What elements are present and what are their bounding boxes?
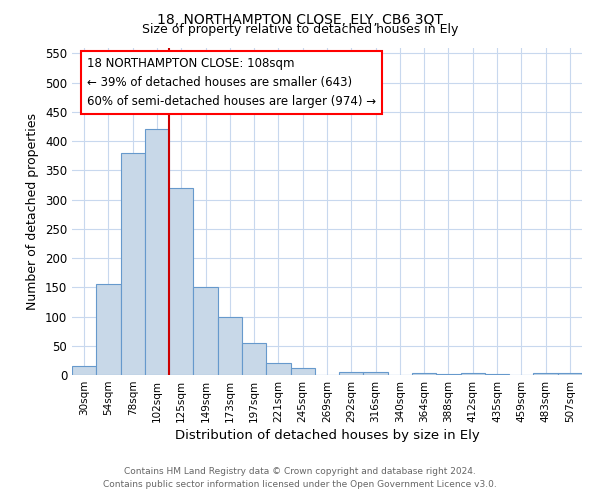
Bar (218, 316, 242, 375)
Bar (461, 372, 485, 375)
Bar (339, 372, 364, 375)
Bar (436, 374, 461, 375)
Bar (242, 343, 266, 375)
X-axis label: Distribution of detached houses by size in Ely: Distribution of detached houses by size … (175, 429, 479, 442)
Bar (193, 288, 218, 375)
Bar (145, 130, 169, 375)
Text: Contains HM Land Registry data © Crown copyright and database right 2024.
Contai: Contains HM Land Registry data © Crown c… (103, 467, 497, 489)
Bar (121, 153, 145, 375)
Text: Size of property relative to detached houses in Ely: Size of property relative to detached ho… (142, 24, 458, 36)
Text: 18 NORTHAMPTON CLOSE: 108sqm
← 39% of detached houses are smaller (643)
60% of s: 18 NORTHAMPTON CLOSE: 108sqm ← 39% of de… (88, 58, 376, 108)
Bar (290, 368, 315, 375)
Bar (364, 372, 388, 375)
Bar (533, 372, 558, 375)
Y-axis label: Number of detached properties: Number of detached properties (26, 113, 40, 310)
Bar (485, 374, 509, 375)
Text: 18, NORTHAMPTON CLOSE, ELY, CB6 3QT: 18, NORTHAMPTON CLOSE, ELY, CB6 3QT (157, 12, 443, 26)
Bar (169, 188, 193, 375)
Bar (72, 366, 96, 375)
Bar (412, 372, 436, 375)
Bar (266, 364, 290, 375)
Bar (96, 284, 121, 375)
Bar (558, 372, 582, 375)
